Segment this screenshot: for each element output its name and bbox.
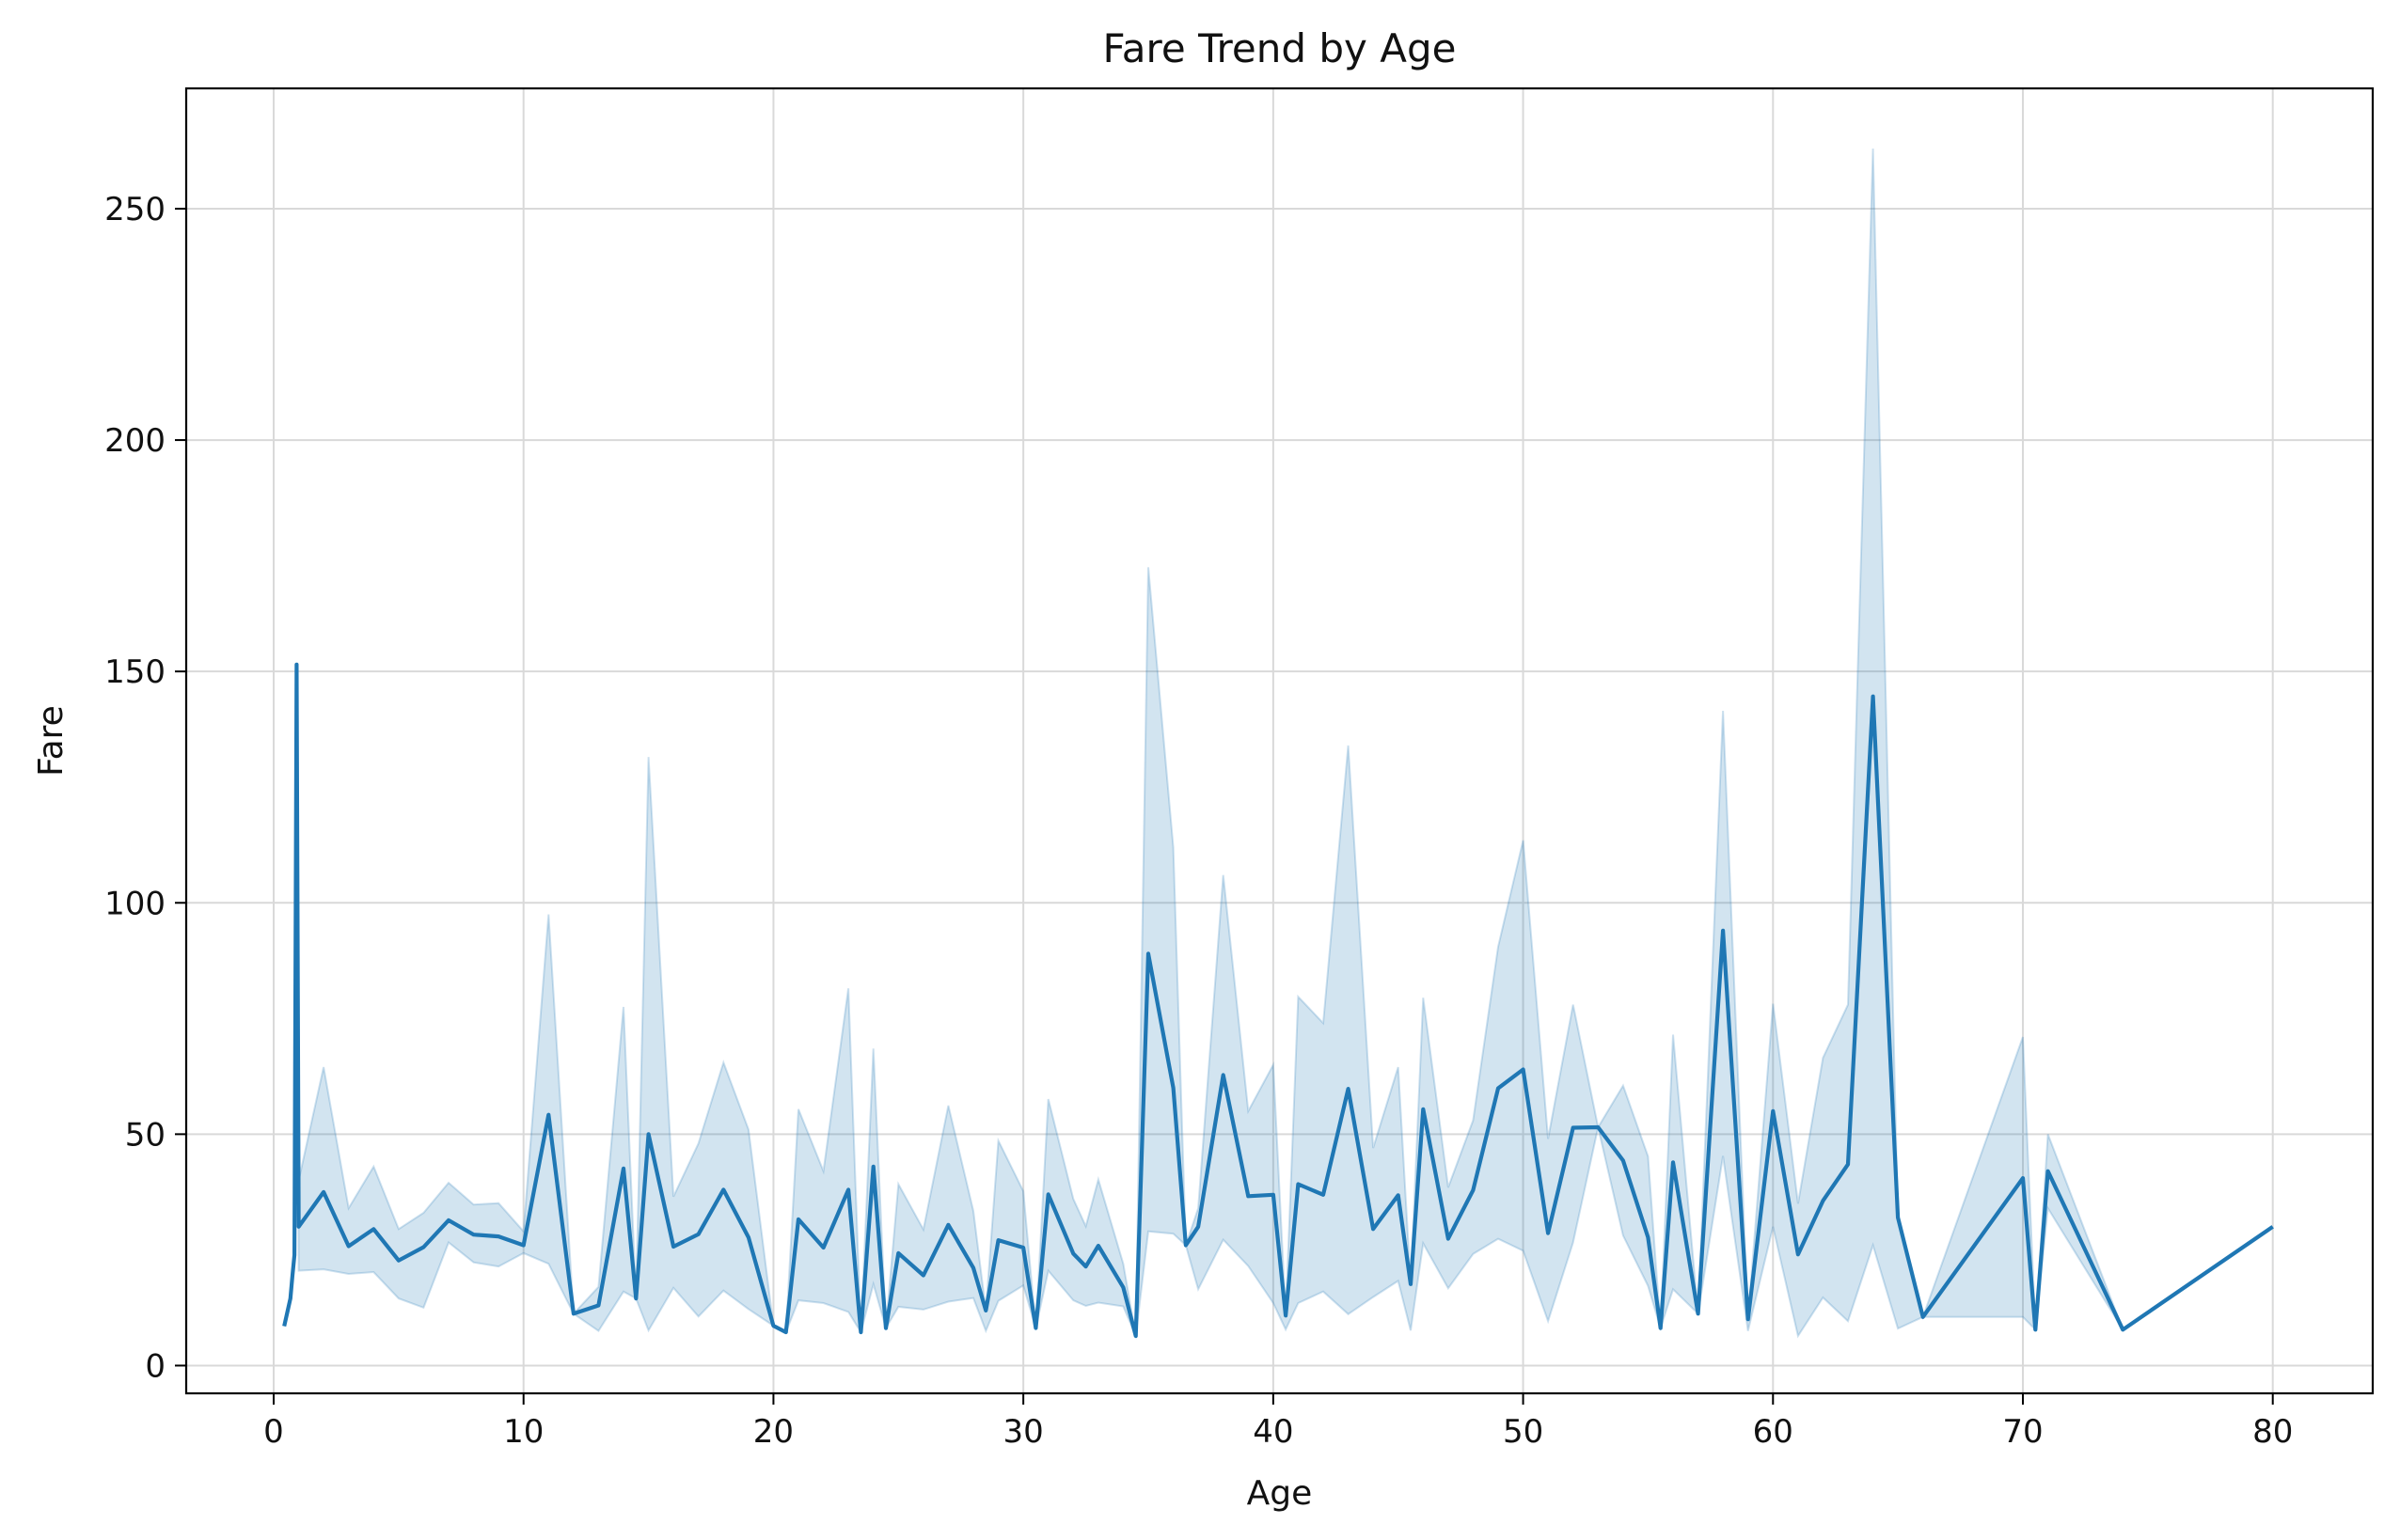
x-axis-ticks: 0 10 20 30 40 50 60 70 80: [263, 1393, 2293, 1451]
fare-line-layer: [282, 662, 2274, 1339]
x-tick-label: 20: [753, 1413, 794, 1451]
y-tick-label: 200: [104, 422, 166, 460]
y-axis-ticks: 0 50 100 150 200 250: [104, 191, 186, 1385]
x-tick-label: 60: [1753, 1413, 1793, 1451]
x-axis-title: Age: [1247, 1474, 1313, 1513]
x-tick-label: 50: [1503, 1413, 1543, 1451]
y-tick-label: 250: [104, 191, 166, 228]
x-tick-label: 30: [1003, 1413, 1044, 1451]
x-tick-label: 40: [1253, 1413, 1293, 1451]
y-axis-title: Fare: [32, 705, 71, 777]
x-tick-label: 10: [503, 1413, 544, 1451]
y-tick-label: 0: [145, 1347, 166, 1385]
y-tick-label: 100: [104, 885, 166, 922]
fare-line: [282, 662, 2274, 1339]
plot-frame: [184, 86, 2375, 1395]
x-tick-label: 0: [263, 1413, 284, 1451]
x-tick-label: 80: [2252, 1413, 2293, 1451]
y-tick-label: 50: [125, 1116, 166, 1154]
x-tick-label: 70: [2002, 1413, 2043, 1451]
y-tick-label: 150: [104, 653, 166, 691]
chart-title: Fare Trend by Age: [1103, 25, 1457, 71]
